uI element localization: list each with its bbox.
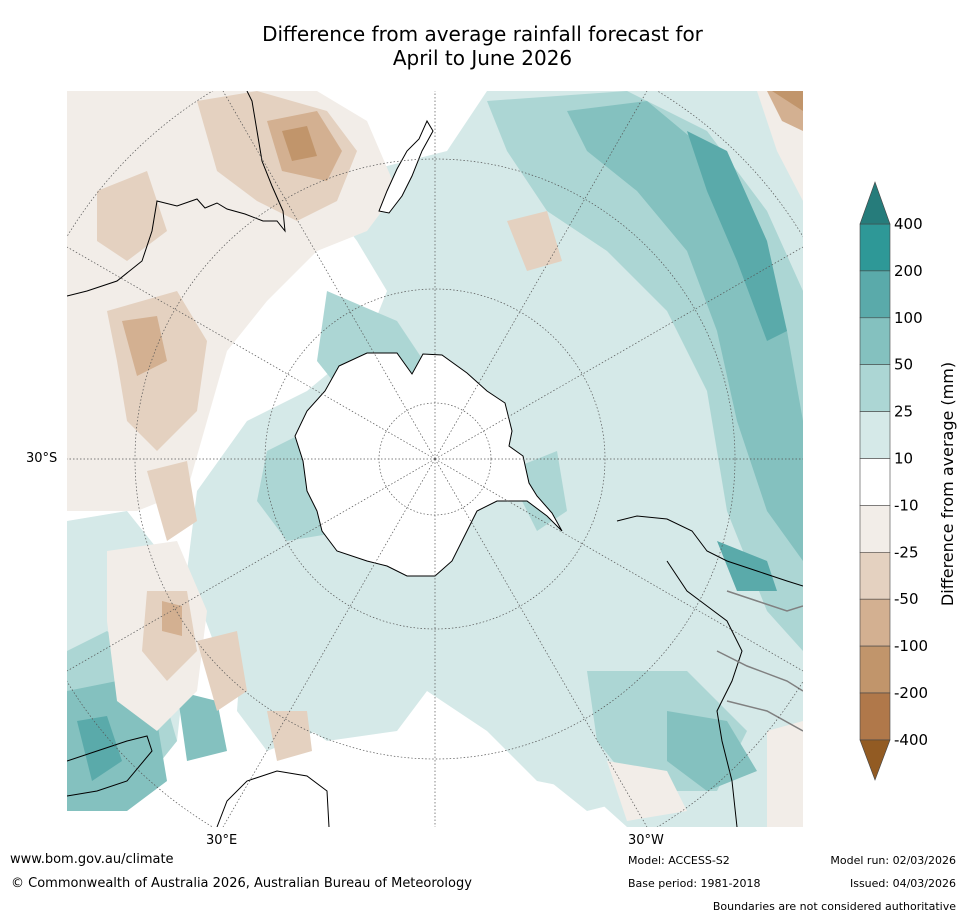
colorbar-ticks: 400 200 100 50 25 10 -10 -25 -50 -100 -200 -400 — [894, 215, 928, 749]
colorbar-tick-label: 400 — [894, 215, 923, 233]
colorbar-swatch — [859, 411, 891, 459]
colorbar-tick-label: -100 — [894, 637, 928, 655]
new-zealand-coastline — [378, 119, 434, 214]
colorbar-swatch — [859, 223, 891, 272]
colorbar-swatch — [859, 458, 891, 506]
south-america-borders — [716, 590, 803, 732]
colorbar-swatch — [859, 551, 891, 600]
colorbar-tick-label: 10 — [894, 450, 913, 468]
footer-model: Model: ACCESS-S2 — [628, 854, 730, 867]
colorbar-swatch — [859, 692, 891, 741]
footer-boundaries: Boundaries are not considered authoritat… — [712, 900, 956, 913]
africa-coastline — [67, 735, 330, 827]
colorbar-tick-label: -400 — [894, 731, 928, 749]
footer-copyright: © Commonwealth of Australia 2026, Austra… — [11, 876, 472, 891]
footer-website[interactable]: www.bom.gov.au/climate — [10, 852, 174, 867]
colorbar-swatch — [859, 598, 891, 647]
colorbar-swatches — [859, 223, 891, 741]
graticule — [67, 91, 803, 827]
colorbar-tick-label: -10 — [894, 496, 919, 514]
brown-minus100-200-regions — [282, 91, 803, 161]
rainfall-difference-map — [67, 91, 803, 827]
australia-coastline — [67, 91, 286, 297]
colorbar-label: Difference from average (mm) — [938, 362, 957, 606]
map-title: Difference from average rainfall forecas… — [0, 22, 965, 70]
colorbar-tick-label: -25 — [894, 543, 919, 561]
colorbar-swatch — [859, 270, 891, 319]
colorbar: 400 200 100 50 25 10 -10 -25 -50 -100 -200 -400 Dif… — [859, 181, 957, 781]
colorbar-tick-label: -200 — [894, 684, 928, 702]
colorbar-tick-label: -50 — [894, 590, 919, 608]
colorbar-under-triangle — [859, 739, 891, 781]
title-line-2: April to June 2026 — [392, 46, 573, 70]
footer-model-run: Model run: 02/03/2026 — [830, 854, 956, 867]
colorbar-swatch — [859, 505, 891, 553]
footer-base-period: Base period: 1981-2018 — [628, 877, 761, 890]
colorbar-tick-label: 200 — [894, 262, 923, 280]
lat-label-30s: 30°S — [26, 451, 58, 466]
south-america-coastline — [616, 515, 803, 827]
colorbar-tick-label: 100 — [894, 309, 923, 327]
footer-issued: Issued: 04/03/2026 — [849, 877, 956, 890]
colorbar-swatch — [859, 364, 891, 412]
colorbar-swatch — [859, 317, 891, 366]
lon-label-30w: 30°W — [628, 833, 664, 848]
teal-100-400-regions — [77, 131, 787, 781]
colorbar-tick-label: 50 — [894, 356, 913, 374]
lon-label-30e: 30°E — [206, 833, 238, 848]
colorbar-over-triangle — [859, 181, 891, 225]
colorbar-swatch — [859, 645, 891, 694]
antarctica-coastline — [294, 352, 563, 577]
colorbar-tick-label: 25 — [894, 403, 913, 421]
title-line-1: Difference from average rainfall forecas… — [262, 22, 703, 46]
